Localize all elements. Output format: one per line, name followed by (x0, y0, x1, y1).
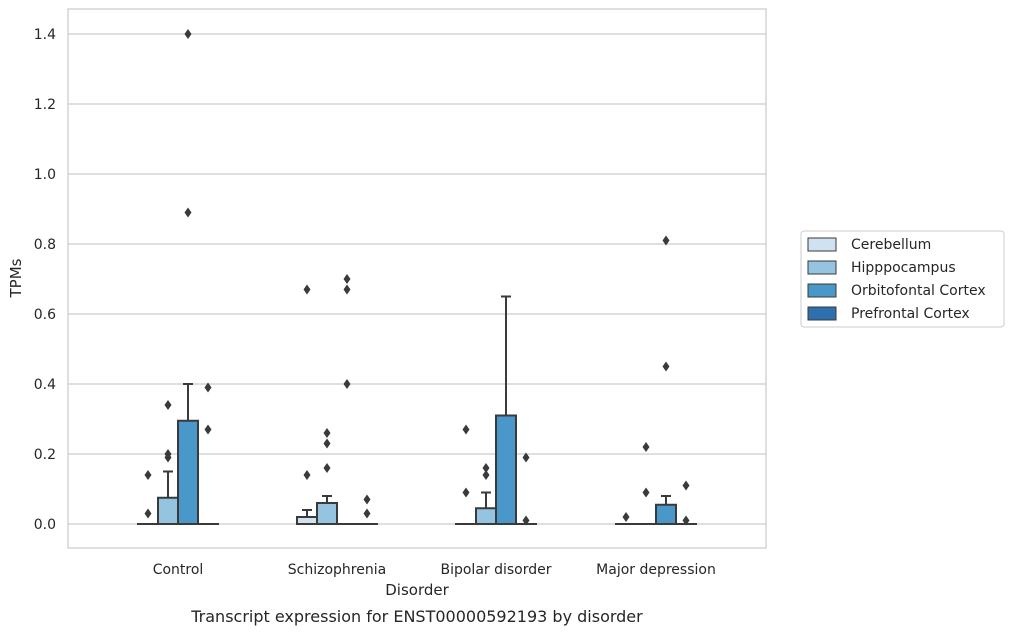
box-group (515, 452, 537, 526)
y-axis-ticks: 0.0 0.2 0.4 0.6 0.8 1.0 1.2 1.4 (34, 27, 56, 533)
legend-frame (800, 230, 1005, 328)
box-rect (157, 496, 179, 525)
outlier-point (662, 361, 670, 372)
grid-lines (68, 33, 766, 525)
box-rect (495, 414, 517, 525)
x-axis-label: Disorder (385, 581, 449, 599)
box-group (655, 235, 677, 525)
legend: Cerebellum Hipppocampus Orbitofontal Corte… (800, 230, 1005, 328)
box-group (455, 424, 477, 526)
box-group (336, 274, 358, 526)
outlier-point (622, 512, 630, 522)
legend-label: Hipppocampus (851, 260, 956, 276)
outlier-point (164, 400, 172, 410)
box-group (635, 442, 657, 526)
outlier-point (184, 207, 192, 218)
outlier-point (462, 487, 470, 498)
box-rect (655, 503, 677, 525)
outlier-point (144, 508, 152, 519)
box-group (296, 284, 318, 525)
plot-frame (67, 8, 767, 549)
box-group (197, 382, 219, 526)
outlier-point (522, 452, 530, 463)
outlier-point (363, 508, 371, 519)
box-group (137, 470, 159, 526)
y-axis-label: TPMs (7, 258, 25, 298)
outlier-point (482, 470, 490, 480)
outlier-point (164, 449, 172, 459)
y-tick-label: 1.0 (34, 167, 56, 183)
legend-swatch (807, 306, 837, 321)
outlier-point (323, 428, 331, 438)
x-tick-label: Major depression (596, 562, 716, 578)
outlier-point (323, 463, 331, 473)
outlier-point (642, 487, 650, 498)
y-tick-label: 0.8 (34, 237, 56, 253)
x-tick-label: Control (153, 562, 204, 578)
legend-swatch (807, 260, 837, 275)
outlier-point (482, 463, 490, 473)
outlier-point (184, 29, 192, 39)
outlier-point (303, 284, 311, 295)
box-group (675, 480, 697, 526)
outlier-point (204, 424, 212, 435)
box-group (316, 428, 338, 525)
y-tick-label: 0.0 (34, 517, 56, 533)
outlier-point (682, 515, 690, 526)
outlier-point (303, 470, 311, 480)
y-tick-label: 0.4 (34, 377, 56, 393)
box-group (157, 400, 179, 525)
outlier-point (343, 274, 351, 284)
outlier-point (343, 284, 351, 295)
outlier-point (343, 379, 351, 389)
box-rect (475, 507, 497, 525)
outlier-point (323, 438, 331, 449)
outlier-point (204, 382, 212, 393)
box-rect (316, 502, 338, 525)
box-group (615, 512, 637, 526)
outlier-point (682, 480, 690, 491)
legend-swatch (807, 283, 837, 298)
x-tick-label: Schizophrenia (288, 562, 386, 578)
y-tick-label: 1.4 (34, 27, 56, 43)
y-tick-label: 0.6 (34, 307, 56, 323)
chart-caption: Transcript expression for ENST0000059219… (190, 607, 643, 626)
outlier-point (642, 442, 650, 452)
box-rect (177, 419, 199, 525)
box-group (495, 295, 517, 525)
outlier-point (144, 470, 152, 480)
box-group (356, 494, 378, 526)
x-tick-label: Bipolar disorder (440, 562, 551, 578)
legend-swatch (807, 237, 837, 252)
y-tick-label: 1.2 (34, 97, 56, 113)
legend-label: Prefrontal Cortex (851, 306, 970, 322)
legend-label: Orbitofontal Cortex (851, 283, 986, 299)
legend-label: Cerebellum (851, 237, 931, 253)
outlier-point (363, 494, 371, 505)
box-rect (296, 516, 318, 525)
outlier-point (662, 235, 670, 246)
box-plot-marks (137, 29, 697, 526)
box-group (475, 463, 497, 525)
outlier-point (522, 515, 530, 526)
x-axis-ticks: Control Schizophrenia Bipolar disorder Majo… (153, 562, 716, 578)
y-tick-label: 0.2 (34, 447, 56, 463)
box-group (177, 29, 199, 525)
outlier-point (462, 424, 470, 435)
